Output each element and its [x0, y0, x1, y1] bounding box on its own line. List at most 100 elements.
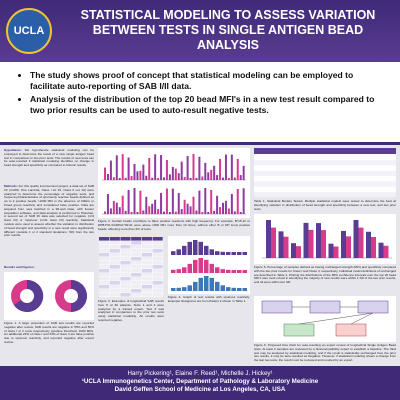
- bar: [148, 158, 151, 180]
- bar: [341, 230, 346, 258]
- bar: [187, 263, 192, 273]
- cell: [99, 237, 110, 241]
- bar: [291, 243, 296, 258]
- cell: [109, 273, 120, 277]
- bar: [109, 208, 112, 214]
- bar: [213, 165, 216, 180]
- cell: [120, 249, 131, 253]
- bar: [176, 249, 181, 255]
- bar: [358, 227, 364, 258]
- histograms: [171, 240, 247, 291]
- cell: [120, 265, 131, 269]
- bar: [142, 164, 145, 180]
- bar: [182, 287, 187, 291]
- bar: [222, 202, 224, 214]
- donut-hole: [64, 289, 78, 303]
- bar: [160, 192, 163, 214]
- row: [254, 186, 396, 192]
- cell: [109, 265, 120, 269]
- bar: [220, 285, 225, 291]
- cell: [120, 293, 131, 297]
- bar: [204, 188, 207, 214]
- row: [254, 181, 396, 187]
- bar: [242, 251, 247, 255]
- bar: [136, 171, 139, 180]
- bar: [237, 251, 242, 255]
- bar: [145, 175, 148, 180]
- figure2-graphic: [98, 148, 250, 218]
- bar: [193, 259, 198, 273]
- bar: [215, 267, 220, 273]
- bar: [207, 211, 210, 214]
- bar: [118, 177, 121, 180]
- bar: [222, 177, 224, 180]
- cell: [99, 269, 110, 273]
- cell: [141, 289, 152, 293]
- bar: [242, 287, 247, 291]
- bar-chart: [102, 154, 246, 215]
- cell: [120, 289, 131, 293]
- donut-slice: [71, 280, 87, 312]
- flow-arrow: [292, 306, 374, 325]
- bar: [303, 222, 309, 258]
- cell: [120, 285, 131, 289]
- bar: [346, 236, 351, 258]
- bar: [176, 269, 181, 273]
- bar: [118, 207, 121, 214]
- cell: [141, 245, 152, 249]
- row: [254, 170, 396, 176]
- bar: [215, 251, 220, 255]
- summary-point: Analysis of the distribution of the top …: [30, 94, 386, 115]
- cell: [131, 265, 142, 269]
- cell: [99, 249, 110, 253]
- bar: [183, 199, 186, 214]
- bar: [378, 242, 384, 258]
- bar: [207, 172, 210, 180]
- cell: [120, 273, 131, 277]
- cell: [109, 285, 120, 289]
- cell: [152, 261, 163, 265]
- figure2-caption: Figure 2. Certain beads contribute to fa…: [98, 219, 250, 231]
- bar: [204, 276, 209, 291]
- cell: [141, 261, 152, 265]
- cell: [120, 281, 131, 285]
- cell: [99, 293, 110, 297]
- label: Methods:: [4, 184, 18, 188]
- bar: [210, 190, 213, 214]
- bar: [192, 154, 195, 180]
- bar: [371, 236, 376, 258]
- cell: [152, 241, 163, 245]
- bar: [296, 246, 301, 258]
- bar: [316, 223, 321, 258]
- bar-chart: [262, 220, 392, 259]
- figure6-caption: Figure 6. Proposed flow chart for auto-r…: [254, 343, 396, 363]
- bar: [283, 236, 289, 258]
- row: [254, 165, 396, 171]
- cell: [131, 245, 142, 249]
- bar: [180, 209, 183, 214]
- bar: [163, 211, 165, 214]
- bar: [165, 159, 168, 180]
- bar: [130, 211, 133, 214]
- hypothesis: Hypothesis: We hypothesize statistical m…: [4, 148, 94, 168]
- bar: [230, 154, 233, 180]
- bar: [231, 269, 236, 273]
- cell: [120, 237, 131, 241]
- bar: [271, 227, 276, 258]
- bar: [177, 173, 180, 180]
- figure3-table: [98, 236, 164, 298]
- bar: [226, 287, 231, 291]
- bar: [133, 163, 136, 180]
- bar: [231, 251, 236, 255]
- cell: [99, 245, 110, 249]
- bar: [266, 220, 271, 258]
- bar: [366, 231, 371, 258]
- bar: [148, 206, 151, 214]
- summary-point: The study shows proof of concept that st…: [30, 70, 386, 91]
- flow-box: [335, 323, 367, 337]
- bar: [142, 210, 145, 214]
- panel: [98, 148, 250, 218]
- bar: [154, 154, 157, 180]
- cell: [131, 261, 142, 265]
